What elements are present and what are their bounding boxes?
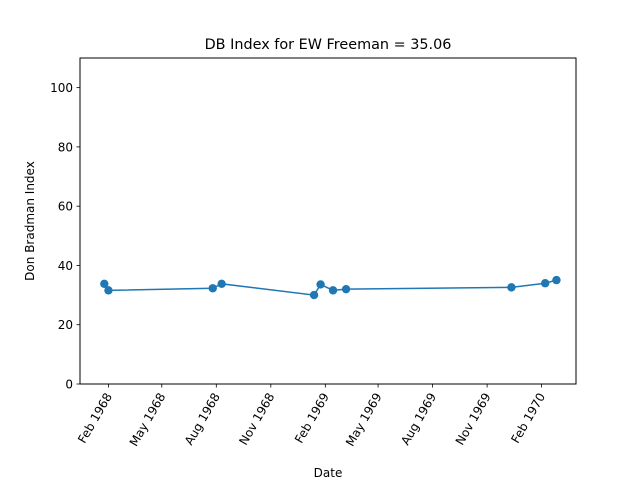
data-point xyxy=(217,279,226,289)
y-axis: 0 20 40 60 80 100 xyxy=(50,81,80,392)
data-point xyxy=(208,284,217,293)
y-tick-label: 20 xyxy=(58,318,73,332)
y-tick-label: 0 xyxy=(65,378,73,392)
chart-title: DB Index for EW Freeman = 35.06 xyxy=(205,37,452,53)
data-point xyxy=(104,286,113,295)
data-point xyxy=(328,286,338,295)
y-tick-label: 100 xyxy=(50,81,73,95)
y-tick-label: 80 xyxy=(58,140,73,154)
data-point xyxy=(540,279,550,288)
data-point xyxy=(552,275,561,285)
y-tick-label: 40 xyxy=(58,259,73,273)
plot-area-frame xyxy=(79,57,577,385)
x-axis-label: Date xyxy=(314,466,343,480)
data-point xyxy=(309,290,319,300)
y-tick-label: 60 xyxy=(58,200,73,214)
y-axis-label: Don Bradman Index xyxy=(23,161,37,281)
data-point xyxy=(341,284,351,294)
series-layer xyxy=(100,275,561,300)
data-point xyxy=(316,280,325,289)
data-point xyxy=(100,279,109,289)
data-point xyxy=(507,283,516,292)
